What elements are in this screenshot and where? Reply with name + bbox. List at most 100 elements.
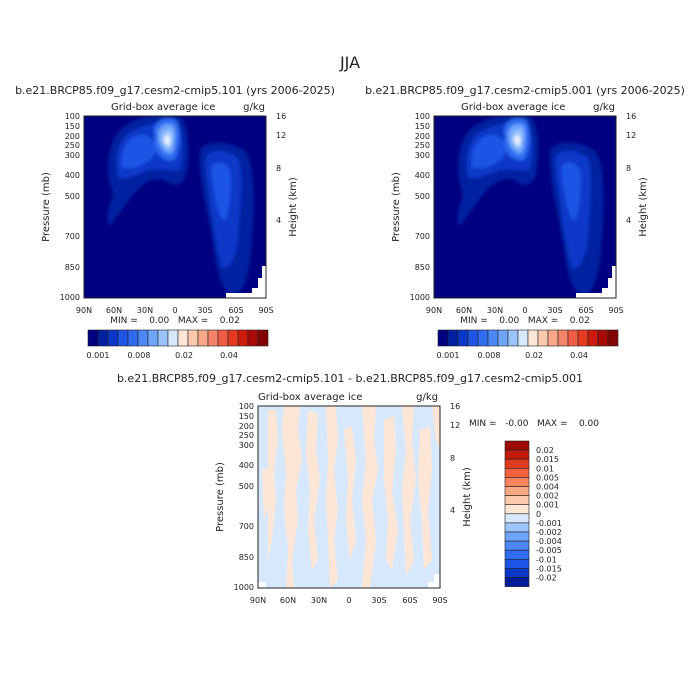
y-tick-label: 400 — [65, 171, 80, 180]
x-tick-label: 60S — [228, 306, 243, 315]
y-tick-label: 100 — [239, 402, 254, 411]
colorbar-swatch — [457, 329, 469, 347]
x-tick-label: 30N — [487, 306, 503, 315]
plot-frame — [433, 115, 617, 299]
panel-subtitle-right: g/kg — [243, 102, 265, 113]
colorbar-label: 0.001 — [87, 351, 110, 360]
colorbar-label: -0.001 — [536, 519, 562, 528]
colorbar-case2-labels: 0.001 0.008 0.02 0.04 — [437, 351, 588, 360]
y2-axis-label: Height (km) — [462, 467, 473, 527]
colorbar-swatch — [504, 531, 530, 542]
colorbar-swatch — [517, 329, 529, 347]
y-tick-label: 500 — [239, 482, 254, 491]
y-tick-label: 300 — [415, 151, 430, 160]
colorbar-swatch — [547, 329, 559, 347]
x-tick-label: 90N — [250, 596, 266, 605]
colorbar-swatch — [557, 329, 569, 347]
y-tick-label: 250 — [65, 141, 80, 150]
y-tick-label: 100 — [415, 112, 430, 121]
colorbar-swatch — [117, 329, 129, 347]
colorbar-label: 0.01 — [536, 464, 554, 473]
colorbar-swatch — [504, 458, 530, 469]
x-tick-label: 0 — [522, 306, 527, 315]
y2-tick-label: 4 — [450, 506, 455, 515]
colorbar-swatch — [504, 549, 530, 560]
y2-tick-label: 12 — [276, 131, 286, 140]
panel-subtitle-left: Grid-box average ice — [461, 102, 565, 113]
colorbar-diff-labels: 0.020.0150.010.0050.0040.0020.0010-0.001… — [536, 446, 562, 582]
colorbar-label: -0.004 — [536, 537, 562, 546]
colorbar-case2 — [437, 329, 619, 347]
y-axis-label: Pressure (mb) — [215, 462, 226, 532]
x-tick-label: 90S — [432, 596, 447, 605]
x-tick-label: 90N — [76, 306, 92, 315]
x-tick-label: 60S — [402, 596, 417, 605]
plot-frame — [257, 405, 441, 589]
y2-tick-label: 8 — [450, 454, 455, 463]
y-axis-right: 16 12 8 4 — [276, 112, 286, 225]
x-tick-label: 90S — [258, 306, 273, 315]
colorbar-swatch — [504, 577, 530, 587]
y-tick-label: 200 — [65, 132, 80, 141]
colorbar-swatch — [504, 568, 530, 578]
x-tick-label: 60N — [106, 306, 122, 315]
y-axis-label: Pressure (mb) — [391, 172, 402, 242]
colorbar-swatch — [587, 329, 599, 347]
x-tick-label: 0 — [346, 596, 351, 605]
colorbar-label: 0.001 — [437, 351, 460, 360]
colorbar-swatch — [187, 329, 199, 347]
colorbar-label: 0.02 — [525, 351, 543, 360]
page-title: JJA — [339, 53, 360, 72]
colorbar-label: 0.02 — [536, 446, 554, 455]
colorbar-swatch — [477, 329, 489, 347]
panel-subtitle-right: g/kg — [416, 392, 438, 403]
x-tick-label: 90N — [426, 306, 442, 315]
stats-text: MIN = 0.00 MAX = 0.02 — [110, 316, 240, 326]
colorbar-swatch — [227, 329, 239, 347]
colorbar-swatch — [607, 329, 619, 347]
panel-diff: b.e21.BRCP85.f09_g17.cesm2-cmip5.101 - b… — [117, 372, 599, 605]
y-tick-label: 250 — [239, 431, 254, 440]
colorbar-swatch — [567, 329, 579, 347]
y-tick-label: 150 — [239, 412, 254, 421]
panel-case2: b.e21.BRCP85.f09_g17.cesm2-cmip5.001 (yr… — [365, 84, 685, 326]
y2-tick-label: 16 — [276, 112, 286, 121]
colorbar-swatch — [467, 329, 479, 347]
y-axis-right: 16 12 8 4 — [450, 402, 460, 515]
colorbar-swatch — [157, 329, 169, 347]
y-axis-left: 100 150 200 250 300 400 500 700 850 1000 — [234, 402, 254, 592]
colorbar-swatch — [504, 522, 530, 533]
y2-tick-label: 4 — [276, 216, 281, 225]
colorbar-swatch — [527, 329, 539, 347]
colorbar-swatch — [217, 329, 229, 347]
colorbar-label: 0.002 — [536, 492, 559, 501]
y-tick-label: 1000 — [234, 583, 254, 592]
y2-tick-label: 8 — [626, 164, 631, 173]
colorbar-swatch — [147, 329, 159, 347]
colorbar-label: 0.005 — [536, 473, 559, 482]
stats-text: MIN = 0.00 MAX = 0.02 — [460, 316, 590, 326]
y-tick-label: 700 — [65, 232, 80, 241]
y-tick-label: 400 — [415, 171, 430, 180]
x-tick-label: 0 — [172, 306, 177, 315]
colorbar-label: 0.008 — [128, 351, 151, 360]
x-tick-label: 30S — [197, 306, 212, 315]
colorbar-swatch — [597, 329, 609, 347]
colorbar-swatch — [537, 329, 549, 347]
colorbar-label: 0 — [536, 510, 541, 519]
y-tick-label: 1000 — [60, 293, 80, 302]
colorbar-swatch — [507, 329, 519, 347]
panel-subtitle-left: Grid-box average ice — [258, 392, 362, 403]
colorbar-label: 0.008 — [478, 351, 501, 360]
colorbar-label: 0.04 — [220, 351, 238, 360]
colorbar-label: -0.015 — [536, 564, 562, 573]
colorbar-swatch — [504, 440, 530, 451]
y-tick-label: 400 — [239, 461, 254, 470]
y-tick-label: 500 — [65, 192, 80, 201]
panel-title: b.e21.BRCP85.f09_g17.cesm2-cmip5.101 - b… — [117, 372, 583, 385]
colorbar-swatch — [504, 449, 530, 460]
colorbar-swatch — [504, 513, 530, 524]
colorbar-swatch — [107, 329, 119, 347]
colorbar-swatch — [257, 329, 269, 347]
